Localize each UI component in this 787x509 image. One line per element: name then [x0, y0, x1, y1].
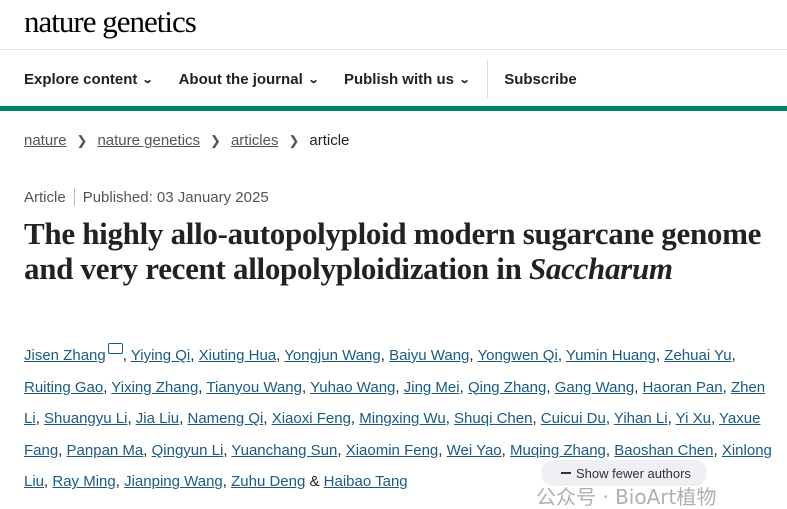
- author-link[interactable]: Ray Ming: [52, 473, 116, 491]
- author-link[interactable]: Wei Yao: [446, 441, 502, 459]
- title-text: The highly allo-autopolyploid modern sug…: [24, 216, 762, 286]
- author-link[interactable]: Yuhao Wang: [310, 378, 396, 396]
- author-link[interactable]: Shuqi Chen: [454, 410, 533, 428]
- breadcrumb-nature[interactable]: nature: [24, 132, 67, 149]
- author-link[interactable]: Gang Wang: [554, 378, 635, 396]
- ampersand: &: [309, 473, 320, 491]
- breadcrumb: nature ❯ nature genetics ❯ articles ❯ ar…: [24, 132, 349, 149]
- author-link[interactable]: Muqing Zhang: [510, 441, 606, 459]
- author-link[interactable]: Yongjun Wang: [284, 347, 381, 364]
- button-label: Show fewer authors: [576, 465, 691, 481]
- author-link[interactable]: Xiaomin Feng: [345, 441, 439, 459]
- published-date: Published: 03 January 2025: [82, 188, 269, 206]
- author-list: Jisen Zhang, Yiying Qi, Xiuting Hua, Yon…: [24, 340, 784, 498]
- author-link[interactable]: Nameng Qi: [187, 410, 264, 428]
- nav-publish-with-us[interactable]: Publish with us ⌄: [343, 70, 471, 88]
- article-title: The highly allo-autopolyploid modern sug…: [24, 216, 764, 286]
- chevron-down-icon: ⌄: [307, 73, 320, 86]
- nav-subscribe[interactable]: Subscribe: [504, 70, 577, 88]
- author-link[interactable]: Qing Zhang: [467, 378, 547, 396]
- chevron-down-icon: ⌄: [141, 73, 154, 86]
- nav-explore-content[interactable]: Explore content ⌄: [24, 70, 154, 88]
- article-meta: Article Published: 03 January 2025: [24, 188, 269, 206]
- nav-about-journal[interactable]: About the journal ⌄: [178, 70, 320, 88]
- author-link[interactable]: Baiyu Wang: [389, 347, 470, 364]
- author-link[interactable]: Yiying Qi: [130, 347, 191, 364]
- author-link[interactable]: Yixing Zhang: [111, 378, 199, 396]
- minus-icon: [561, 472, 571, 474]
- author-link[interactable]: Xiaoxi Feng: [271, 410, 351, 428]
- email-icon[interactable]: [107, 343, 123, 354]
- author-link[interactable]: Panpan Ma: [66, 441, 144, 459]
- accent-bar: [0, 106, 787, 111]
- author-link[interactable]: Zhen Li: [24, 378, 766, 428]
- author-link[interactable]: Haoran Pan: [642, 378, 723, 396]
- author-link[interactable]: Yumin Huang: [565, 347, 656, 364]
- author-link[interactable]: Jing Mei: [403, 378, 460, 396]
- nav-label: Publish with us: [343, 70, 454, 88]
- main-nav: Explore content ⌄ About the journal ⌄ Publ…: [24, 60, 603, 98]
- divider: [73, 188, 75, 206]
- author-link[interactable]: Xiuting Hua: [198, 347, 277, 364]
- author-link[interactable]: Yongwen Qi: [477, 347, 558, 364]
- article-type: Article: [24, 188, 66, 206]
- author-link[interactable]: Ruiting Gao: [24, 378, 104, 396]
- author-link[interactable]: Baoshan Chen: [614, 441, 714, 459]
- author-link[interactable]: Shuangyu Li: [44, 410, 128, 428]
- show-fewer-authors-button[interactable]: Show fewer authors: [541, 460, 707, 486]
- author-link[interactable]: Jianping Wang: [124, 473, 223, 491]
- chevron-right-icon: ❯: [76, 132, 88, 148]
- author-link[interactable]: Zuhu Deng: [231, 473, 306, 491]
- author-link[interactable]: Zehuai Yu: [664, 347, 732, 364]
- breadcrumb-articles[interactable]: articles: [230, 132, 279, 149]
- author-link[interactable]: Jisen Zhang: [24, 347, 106, 364]
- chevron-right-icon: ❯: [210, 132, 221, 148]
- divider: [0, 49, 787, 50]
- title-italic: Saccharum: [528, 251, 673, 286]
- author-link[interactable]: Yuanchang Sun: [231, 441, 338, 459]
- author-link[interactable]: Yaxue Fang: [24, 410, 761, 459]
- breadcrumb-nature-genetics[interactable]: nature genetics: [97, 132, 201, 149]
- breadcrumb-current: article: [309, 132, 350, 149]
- journal-logo[interactable]: nature genetics: [24, 4, 197, 39]
- chevron-right-icon: ❯: [288, 132, 300, 148]
- chevron-down-icon: ⌄: [458, 73, 471, 86]
- author-link[interactable]: Mingxing Wu: [359, 410, 446, 428]
- nav-label: Explore content: [24, 70, 138, 88]
- author-link[interactable]: Xinlong Liu: [24, 441, 772, 491]
- author-link[interactable]: Qingyun Li: [151, 441, 224, 459]
- author-link[interactable]: Haibao Tang: [323, 473, 408, 491]
- nav-divider: [487, 60, 489, 98]
- author-link[interactable]: Yihan Li: [613, 410, 668, 428]
- nav-label: About the journal: [178, 70, 303, 88]
- author-link[interactable]: Jia Liu: [135, 410, 180, 428]
- author-link[interactable]: Cuicui Du: [540, 410, 606, 428]
- author-link[interactable]: Tianyou Wang: [206, 378, 302, 396]
- author-link[interactable]: Yi Xu: [675, 410, 711, 428]
